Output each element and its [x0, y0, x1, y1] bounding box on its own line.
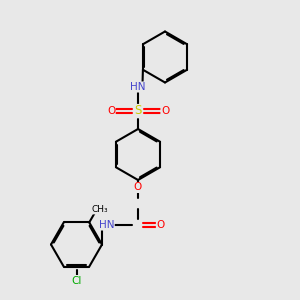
- Text: Cl: Cl: [71, 275, 82, 286]
- Text: O: O: [156, 220, 165, 230]
- Text: CH₃: CH₃: [92, 205, 108, 214]
- Text: O: O: [134, 182, 142, 193]
- Text: HN: HN: [99, 220, 114, 230]
- Text: S: S: [134, 104, 142, 118]
- Text: O: O: [161, 106, 169, 116]
- Text: HN: HN: [130, 82, 146, 92]
- Text: O: O: [107, 106, 115, 116]
